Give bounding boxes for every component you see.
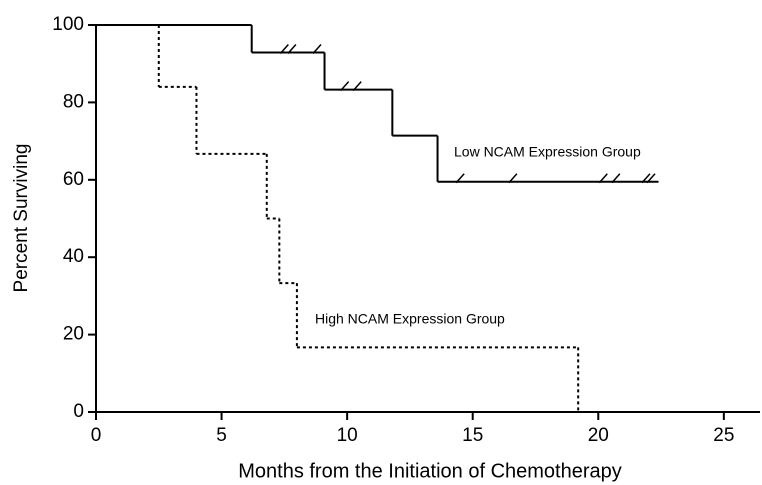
x-tick-label: 0 <box>91 425 102 446</box>
censor-mark <box>611 173 621 184</box>
censor-mark <box>598 173 608 184</box>
censor-mark <box>287 43 297 54</box>
censor-mark <box>340 81 350 92</box>
y-tick-label: 80 <box>63 91 84 112</box>
x-tick-label: 5 <box>216 425 227 446</box>
x-tick-label: 10 <box>337 425 358 446</box>
x-tick-label: 20 <box>588 425 609 446</box>
censor-mark <box>279 43 289 54</box>
y-tick-label: 60 <box>63 169 84 190</box>
censor-mark <box>455 173 465 184</box>
x-axis-label: Months from the Initiation of Chemothera… <box>238 460 622 482</box>
censor-mark <box>352 81 362 92</box>
censor-mark <box>508 173 518 184</box>
y-tick-label: 40 <box>63 246 84 267</box>
censor-mark <box>641 173 651 184</box>
series-label: High NCAM Expression Group <box>315 311 505 327</box>
y-tick-label: 0 <box>73 401 84 422</box>
series-label: Low NCAM Expression Group <box>454 144 641 160</box>
censor-mark <box>312 43 322 54</box>
x-tick-label: 15 <box>462 425 483 446</box>
y-tick-label: 20 <box>63 324 84 345</box>
y-tick-label: 100 <box>52 14 84 35</box>
y-axis-label: Percent Surviving <box>11 144 32 293</box>
x-tick-label: 25 <box>713 425 734 446</box>
censor-mark <box>646 173 656 184</box>
